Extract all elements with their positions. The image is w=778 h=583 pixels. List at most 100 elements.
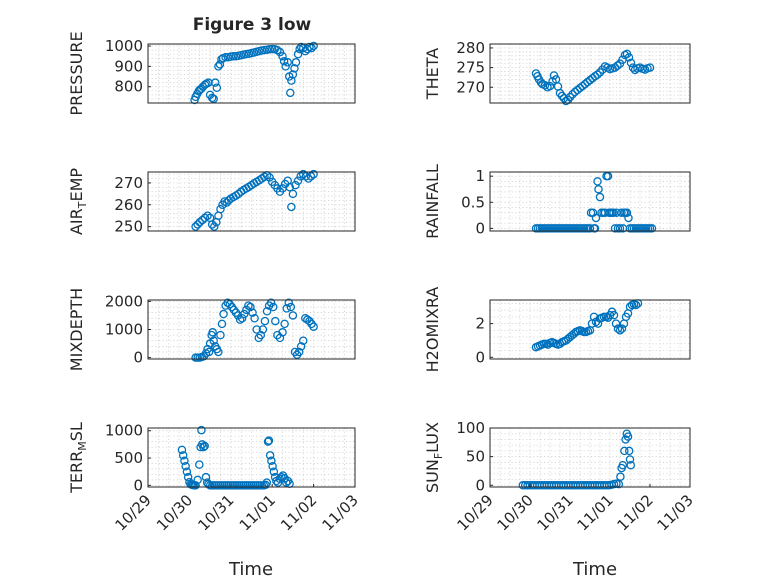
data-point [626,58,636,68]
y-tick-label: 1 [475,167,485,185]
data-point [631,300,641,310]
panel-1: 800 900 1000 PRESSURE [67,31,356,116]
data-point [278,51,287,61]
series-markers [531,299,643,352]
data-point [262,306,272,316]
y-axis-label: THETA [423,48,442,100]
data-point [217,319,227,329]
data-point [267,44,277,54]
x-tick-label: 10/30 [153,491,196,534]
data-point [200,213,210,223]
y-tick-label: 0 [475,348,485,366]
data-point [617,208,626,217]
data-point [615,224,625,233]
data-point [183,472,193,482]
data-point [595,192,605,202]
data-point [287,202,296,212]
data-point [613,324,623,333]
data-point [278,328,287,337]
data-point [279,57,289,66]
series-markers [531,171,657,233]
data-point [216,204,225,214]
data-point [589,312,599,322]
data-point [609,208,618,217]
data-point [301,172,311,181]
y-tick-label: 0.5 [461,193,485,211]
data-point [294,347,304,357]
x-tick-label: 11/01 [574,491,617,534]
data-point [273,45,282,55]
data-point [306,172,316,181]
data-point [625,455,635,464]
y-tick-label: 900 [114,57,143,75]
data-point [216,330,225,340]
data-point [291,180,300,190]
data-point [256,330,266,340]
x-tick-label: 10/29 [112,491,155,534]
data-point [617,324,627,333]
data-point [591,213,601,223]
data-point [288,70,298,79]
data-point [182,467,192,476]
panel-4: 0 0.5 1 RAINFALL [423,164,691,239]
data-point [244,301,253,310]
data-point [620,446,629,456]
y-axis-label: SUNFLUX [423,422,445,493]
y-axis-label: AIRTEMP [67,168,89,235]
data-point [269,467,279,476]
data-point [264,436,274,445]
data-point [195,460,204,469]
data-point [291,58,301,67]
x-axis-label-right: Time [572,559,617,580]
data-point [645,63,655,72]
series-markers [518,429,636,490]
data-point [282,304,291,313]
series-markers [191,298,318,362]
data-point [296,172,305,181]
data-point [208,328,217,337]
y-axis-label: TERRMSL [67,422,89,494]
data-point [262,478,272,487]
data-point [298,336,308,345]
x-tick-label: 10/30 [494,491,537,534]
data-point [647,224,657,233]
axes-frame [147,299,356,360]
data-point [595,68,605,77]
data-point [263,437,273,446]
series-markers [191,169,318,231]
grid-lines [490,44,690,103]
grid-lines [148,300,355,359]
data-point [267,456,276,466]
x-tick-label: 10/31 [534,491,577,534]
y-tick-label: 100 [456,419,485,437]
series-markers [190,41,318,105]
x-tick-label: 11/03 [319,491,362,534]
data-point [610,224,620,233]
data-point [594,184,603,194]
grid-lines [490,172,690,231]
panel-3: 250 260 270 AIRTEMP [67,168,356,236]
data-point [623,432,633,441]
axes-frame [489,43,691,104]
data-point [593,70,602,79]
x-tick-label: 11/02 [277,491,320,534]
data-point [207,220,217,229]
y-tick-label: 280 [456,39,485,57]
data-point [609,310,619,320]
data-point [286,302,296,312]
series-markers [177,425,294,490]
data-point [585,224,595,233]
data-point [283,58,292,67]
data-point [611,319,621,328]
data-point [221,52,230,62]
data-point [590,224,600,233]
data-point [622,208,632,217]
y-tick-label: 1000 [105,422,143,440]
data-point [268,302,278,312]
axes-frame [147,427,356,488]
y-tick-label: 275 [456,59,485,77]
data-point [193,475,202,485]
